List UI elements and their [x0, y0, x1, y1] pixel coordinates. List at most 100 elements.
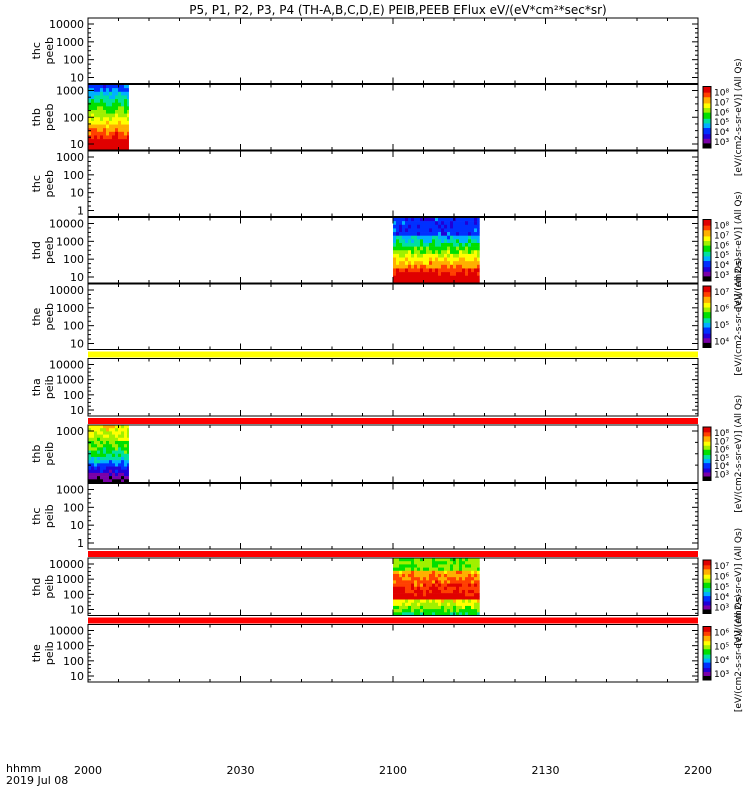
colorbar-cell — [703, 236, 711, 239]
spectrogram-cell — [459, 235, 463, 240]
spectrogram-cell — [97, 460, 101, 464]
spectrogram-cell — [88, 99, 92, 103]
spectrogram-cell — [474, 279, 478, 284]
spectrogram-cell — [405, 272, 409, 277]
spectrogram-cell — [441, 605, 445, 610]
colorbar-cell — [703, 584, 711, 586]
colorbar-cell — [703, 433, 711, 436]
spectrogram-cell — [121, 131, 125, 136]
spectrogram-cell — [393, 561, 397, 565]
spectrogram-cell — [399, 567, 403, 572]
spectrogram-block — [88, 84, 129, 151]
spectrogram-cell — [441, 599, 445, 604]
spectrogram-cell — [450, 232, 454, 236]
spectrogram-cell — [462, 250, 466, 255]
spectrogram-cell — [118, 431, 122, 435]
spectrogram-cell — [441, 275, 445, 280]
spectrogram-cell — [441, 272, 445, 277]
colorbar-cell — [703, 654, 711, 657]
spectrogram-cell — [426, 573, 430, 578]
spectrogram-cell — [88, 447, 92, 451]
colorbar-cell — [703, 336, 711, 339]
spectrogram-cell — [91, 428, 95, 432]
colorbar-tick-label: 10⁷ — [714, 98, 729, 108]
spectrogram-cell — [97, 95, 101, 100]
spectrogram-cell — [465, 261, 469, 266]
colorbar-cell — [703, 91, 711, 94]
spectrogram-cell — [447, 580, 451, 584]
spectrogram-cell — [444, 602, 448, 607]
spectrogram-cell — [477, 593, 480, 597]
spectrogram-cell — [405, 246, 409, 251]
colorbar-cell — [703, 463, 711, 465]
spectrogram-cell — [441, 217, 445, 222]
spectrogram-cell — [435, 235, 439, 240]
spectrogram-cell — [450, 239, 454, 244]
spectrogram-cell — [462, 596, 466, 600]
spectrogram-cell — [450, 577, 454, 581]
spectrogram-cell — [465, 577, 469, 581]
spectrogram-cell — [88, 425, 92, 429]
spectrogram-cell — [393, 596, 397, 600]
colorbar-cell — [703, 329, 711, 331]
spectrogram-cell — [91, 113, 95, 118]
spectrogram-cell — [477, 602, 480, 607]
spectrogram-cell — [423, 586, 427, 591]
spectrogram-cell — [429, 599, 433, 604]
spectrogram-cell — [115, 456, 119, 461]
spectrogram-cell — [402, 605, 406, 610]
colorbar-cell — [703, 561, 711, 564]
spectrogram-cell — [124, 99, 128, 103]
spectrogram-cell — [456, 609, 460, 613]
spectrogram-cell — [423, 564, 427, 568]
spectrogram-cell — [402, 573, 406, 578]
spectrogram-cell — [432, 605, 436, 610]
spectrogram-cell — [474, 586, 478, 591]
spectrogram-cell — [103, 146, 107, 151]
spectrogram-cell — [115, 434, 119, 439]
colorbar-frame — [702, 285, 712, 348]
spectrogram-cell — [393, 586, 397, 591]
spectrogram-cell — [405, 224, 409, 229]
x-axis: 2000 2030 2100 2130 2200 — [74, 764, 712, 777]
x-tick-label: 2000 — [74, 764, 102, 777]
chart-title: P5, P1, P2, P3, P4 (TH-A,B,C,D,E) PEIB,P… — [189, 3, 606, 17]
spectrogram-cell — [103, 106, 107, 111]
spectrogram-cell — [414, 275, 418, 280]
top-band-red — [88, 617, 698, 624]
spectrogram-cell — [97, 444, 101, 448]
spectrogram-cell — [447, 570, 451, 575]
spectrogram-cell — [435, 558, 439, 562]
spectrogram-cell — [423, 257, 427, 262]
spectrogram-cell — [103, 479, 107, 483]
spectrogram-cell — [432, 235, 436, 240]
spectrogram-cell — [420, 221, 424, 226]
colorbar-cell — [703, 451, 711, 453]
spectrogram-cell — [396, 589, 400, 594]
spectrogram-cell — [450, 253, 454, 258]
spectrogram-cell — [94, 469, 98, 474]
spectrogram-cell — [408, 246, 412, 251]
spectrogram-cell — [411, 235, 415, 240]
spectrogram-cell — [429, 257, 433, 262]
spectrogram-cell — [432, 612, 436, 616]
spectrogram-cell — [435, 279, 439, 284]
spectrogram-cell — [109, 117, 113, 122]
spectrogram-cell — [405, 589, 409, 594]
spectrogram-cell — [115, 95, 119, 100]
spectrogram-cell — [462, 232, 466, 236]
colorbar-cell — [703, 642, 711, 645]
spectrogram-cell — [106, 124, 110, 129]
spectrogram-cell — [417, 250, 421, 255]
spectrogram-cell — [459, 275, 463, 280]
spectrogram-cell — [103, 139, 107, 144]
y-tick-label: 100 — [63, 655, 84, 668]
spectrogram-cell — [471, 242, 475, 247]
spectrogram-cell — [94, 109, 98, 114]
spectrogram-cell — [411, 253, 415, 258]
colorbar-cell — [703, 452, 711, 455]
spectrogram-cell — [459, 573, 463, 578]
panel-label-line1: thb — [30, 108, 43, 126]
spectrogram-cell — [417, 609, 421, 613]
